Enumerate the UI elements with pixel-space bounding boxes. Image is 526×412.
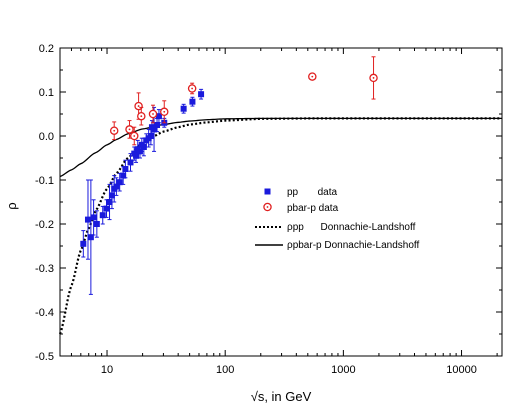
pp-data-point: [154, 122, 161, 128]
legend-marker-pp: [264, 188, 271, 195]
pp-data-point: [84, 216, 91, 223]
pp-data-point: [140, 144, 147, 150]
legend-item-rho-pbarp-curve: ρpbar-p Donnachie-Landshoff: [255, 240, 419, 251]
y-axis-title: ρ: [4, 202, 19, 209]
pbar-p-data-point-dot: [140, 115, 143, 118]
x-tick-label: 100: [216, 364, 234, 376]
pbar-p-data-point-dot: [113, 129, 116, 132]
pp-data-point: [90, 214, 97, 221]
pbar-p-data-point-dot: [163, 110, 166, 113]
legend-item-pp: pp data: [264, 187, 337, 198]
legend-label-rho-pp: ρpp Donnachie-Landshoff: [287, 222, 416, 233]
legend-marker-pbar-p: [263, 202, 272, 212]
pp-data-point: [180, 105, 187, 112]
y-tick-label: 0.1: [39, 87, 54, 99]
pp-data-point: [122, 166, 129, 172]
y-tick-label: -0.3: [35, 263, 54, 275]
pp-data-point: [151, 126, 158, 133]
pp-data-point: [116, 179, 123, 186]
pp-data-point: [127, 159, 134, 166]
pp-data-point: [133, 152, 140, 159]
pp-data-point: [108, 192, 115, 199]
legend: pp data pbar-p data ρpp Donnachie-Landsh…: [255, 187, 419, 251]
legend-item-pbar-p: pbar-p data: [263, 202, 339, 214]
pbar-p-data-point-dot: [152, 113, 154, 115]
y-tick-label: 0.0: [39, 131, 54, 143]
legend-marker-pbar-p-dot: [266, 206, 269, 208]
plot-frame: [59, 47, 503, 357]
legend-label-pp: pp data: [287, 187, 337, 198]
x-axis-title: √s, in GeV: [251, 389, 312, 404]
pbar-p-data-point-dot: [128, 128, 131, 131]
pbar-p-data-point-dot: [133, 135, 136, 137]
pp-data-point: [103, 205, 110, 212]
data-points: [80, 56, 378, 295]
pp-data-point: [106, 199, 113, 205]
legend-item-rho-pp-curve: ρpp Donnachie-Landshoff: [255, 222, 416, 233]
x-tick-label: 1000: [331, 364, 355, 376]
pbar-p-data-point-dot: [137, 105, 140, 107]
pp-data-point: [93, 221, 100, 227]
pp-data-point: [120, 172, 127, 179]
y-tick-label: -0.2: [35, 219, 54, 231]
legend-label-rho-pbarp: ρpbar-p Donnachie-Landshoff: [287, 240, 419, 251]
x-axis-ticks: 10 100 1000 10000: [59, 48, 498, 376]
pp-data-point: [99, 212, 106, 219]
pp-data-point: [113, 183, 120, 190]
y-tick-label: -0.1: [35, 175, 54, 187]
pp-data-point: [87, 234, 94, 241]
legend-label-pbar-p: pbar-p data: [287, 203, 339, 214]
pp-data-point: [198, 91, 205, 98]
pbar-p-data-point-dot: [372, 77, 375, 79]
y-axis-ticks: -0.5 -0.4 -0.3 -0.2 -0.1 0.0 0.1 0.2: [35, 43, 502, 363]
x-tick-label: 10000: [446, 364, 477, 376]
pp-data-point: [80, 240, 87, 247]
pbar-p-data-point-dot: [191, 87, 194, 90]
y-tick-label: 0.2: [39, 43, 54, 55]
pp-data-point: [155, 113, 162, 120]
pp-data-point: [189, 98, 196, 105]
pp-data-point: [147, 133, 154, 139]
pbar-p-data-point-dot: [311, 75, 314, 78]
x-tick-label: 10: [101, 364, 113, 376]
y-tick-label: -0.4: [35, 307, 54, 319]
y-tick-label: -0.5: [35, 351, 54, 363]
